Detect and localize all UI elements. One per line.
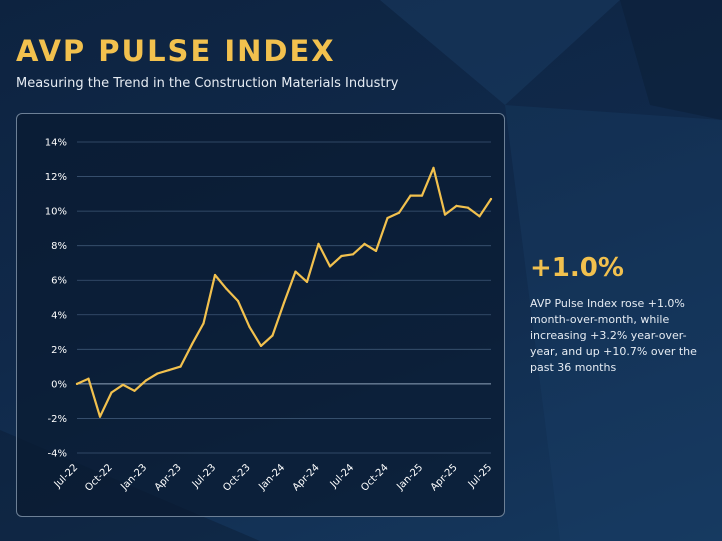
data-point (202, 322, 205, 325)
series-line (75, 166, 493, 418)
chart-panel: -4% -2% 0% 2% 4% 6% 8% 10% 12% 14% Jul-22 Oct-22 Jan… (16, 113, 505, 517)
data-point (466, 206, 470, 209)
x-tick-label: Apr-23 (153, 462, 184, 493)
data-point (386, 216, 389, 220)
data-point (110, 391, 113, 394)
y-tick-label: -4% (48, 449, 67, 460)
data-point (363, 242, 366, 245)
page-subtitle: Measuring the Trend in the Construction … (16, 76, 399, 91)
kpi-value: +1.0% (530, 253, 624, 283)
data-point (98, 415, 102, 418)
data-point (351, 253, 355, 256)
data-point (144, 379, 148, 382)
y-tick-label: 4% (51, 310, 67, 321)
x-tick-label: Jul-25 (466, 462, 495, 491)
data-point (443, 213, 447, 216)
y-tick-label: -2% (48, 414, 67, 425)
y-tick-label: 6% (51, 276, 67, 287)
x-tick-label: Jan-24 (256, 462, 287, 493)
x-tick-label: Oct-23 (221, 462, 253, 494)
x-tick-label: Jul-23 (190, 462, 219, 491)
data-point (259, 344, 263, 347)
x-tick-label: Jul-24 (328, 462, 357, 491)
data-point (478, 215, 481, 218)
data-point (397, 211, 401, 214)
data-point (190, 343, 194, 346)
data-point (179, 365, 182, 368)
x-tick-label: Apr-24 (291, 462, 322, 493)
y-tick-label: 0% (51, 379, 67, 390)
x-tick-label: Oct-22 (83, 462, 115, 494)
y-tick-label: 12% (45, 172, 67, 183)
data-point (87, 377, 90, 380)
y-tick-label: 14% (45, 138, 67, 149)
data-point (374, 249, 378, 252)
data-point (432, 166, 435, 169)
y-tick-label: 8% (51, 241, 67, 252)
data-point (75, 382, 79, 385)
kpi-description: AVP Pulse Index rose +1.0% month-over-mo… (530, 297, 697, 374)
data-point (409, 194, 412, 197)
data-point (489, 197, 493, 201)
data-point (121, 383, 125, 386)
data-point (167, 369, 171, 372)
data-point (340, 254, 343, 258)
data-point (305, 280, 309, 283)
data-point (420, 194, 424, 197)
data-point (455, 204, 458, 207)
data-point (133, 389, 136, 392)
data-point (225, 287, 228, 290)
x-tick-label: Apr-25 (429, 462, 460, 493)
data-point (271, 334, 274, 337)
line-chart: -4%-2%0%2%4%6%8%10%12%14%Jul-22 Oct-22 Jan… (45, 138, 495, 494)
data-point (156, 372, 159, 375)
x-tick-label: Jan-25 (394, 462, 425, 493)
x-tick-label: Jul-22 (52, 462, 81, 491)
data-point (317, 242, 320, 245)
data-point (282, 301, 286, 304)
page-title: AVP PULSE INDEX (16, 34, 336, 68)
data-point (213, 273, 217, 277)
data-point (328, 265, 332, 268)
y-tick-label: 10% (45, 207, 67, 218)
y-tick-label: 2% (51, 345, 67, 356)
data-point (248, 325, 251, 328)
x-tick-label: Oct-24 (359, 462, 391, 494)
data-point (294, 270, 297, 273)
x-tick-label: Jan-23 (118, 462, 149, 493)
data-point (236, 299, 240, 303)
